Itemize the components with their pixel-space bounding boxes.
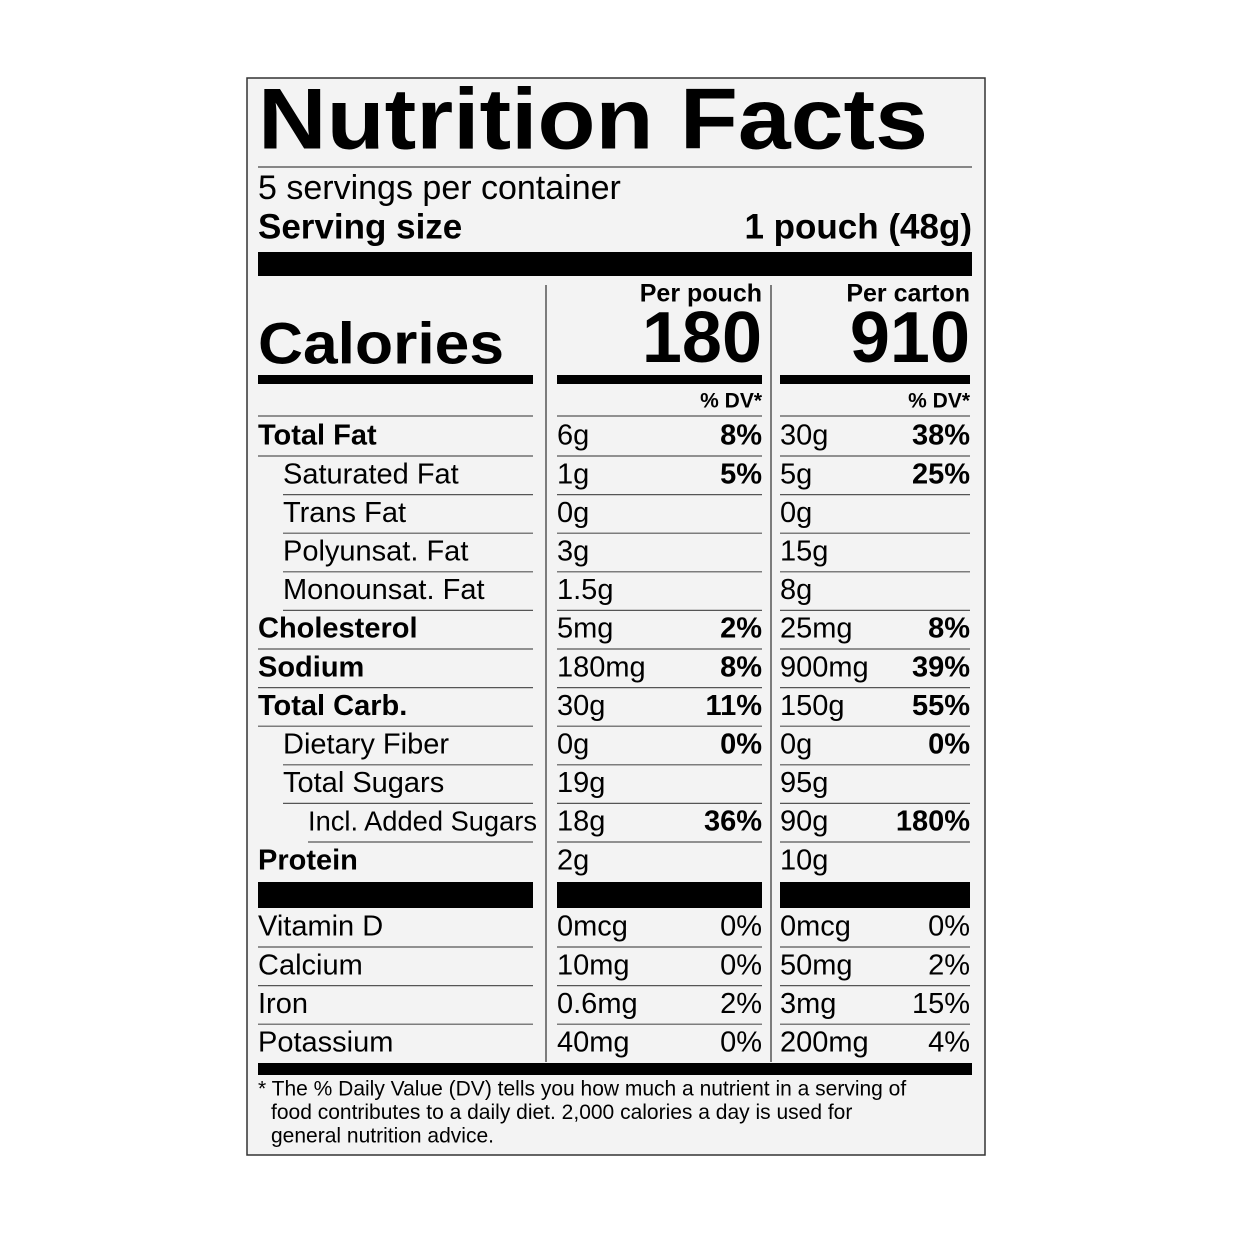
amount: 0mcg bbox=[557, 911, 628, 943]
footnote-line: * The % Daily Value (DV) tells you how m… bbox=[258, 1078, 906, 1101]
amount: 0g bbox=[780, 728, 812, 760]
amount: 180mg bbox=[557, 651, 646, 683]
daily-value: 2% bbox=[928, 949, 970, 981]
daily-value: 180% bbox=[896, 806, 970, 838]
nutrient-name: Saturated Fat bbox=[283, 458, 459, 490]
amount: 0.6mg bbox=[557, 988, 638, 1020]
serving-size-value: 1 pouch (48g) bbox=[744, 207, 972, 246]
nutrient-name: Calcium bbox=[258, 949, 363, 981]
daily-value: 4% bbox=[928, 1026, 970, 1058]
daily-value: 2% bbox=[720, 613, 762, 645]
amount: 5mg bbox=[557, 613, 613, 645]
column-header: Per pouch bbox=[640, 280, 762, 308]
amount: 50mg bbox=[780, 949, 853, 981]
nutrient-name: Dietary Fiber bbox=[283, 728, 449, 760]
daily-value: 15% bbox=[912, 988, 970, 1020]
calories-label: Calories bbox=[258, 311, 504, 376]
amount: 6g bbox=[557, 420, 589, 452]
amount: 0g bbox=[557, 497, 589, 529]
daily-value: 38% bbox=[912, 420, 970, 452]
bar bbox=[780, 375, 970, 384]
serving-size-label: Serving size bbox=[258, 207, 462, 246]
amount: 200mg bbox=[780, 1026, 869, 1058]
bar bbox=[557, 882, 762, 908]
daily-value: 0% bbox=[720, 911, 762, 943]
nutrient-name: Potassium bbox=[258, 1026, 393, 1058]
thick-bar bbox=[258, 1063, 972, 1075]
bar bbox=[258, 375, 533, 384]
nutrient-name: Sodium bbox=[258, 651, 364, 683]
amount: 30g bbox=[780, 420, 828, 452]
daily-value: 0% bbox=[720, 728, 762, 760]
nutrient-name: Polyunsat. Fat bbox=[283, 535, 468, 567]
nutrient-name: Total Carb. bbox=[258, 690, 407, 722]
nutrient-name: Trans Fat bbox=[283, 497, 406, 529]
daily-value: 11% bbox=[706, 690, 763, 722]
amount: 19g bbox=[557, 767, 605, 799]
calories-value: 910 bbox=[850, 298, 970, 378]
dv-header: % DV* bbox=[908, 390, 971, 413]
amount: 3mg bbox=[780, 988, 836, 1020]
nutrient-name: Total Sugars bbox=[283, 767, 444, 799]
thick-bar bbox=[258, 252, 972, 276]
amount: 95g bbox=[780, 767, 828, 799]
title: Nutrition Facts bbox=[258, 72, 928, 168]
daily-value: 0% bbox=[720, 949, 762, 981]
nutrient-name: Vitamin D bbox=[258, 911, 383, 943]
nutrient-name: Total Fat bbox=[258, 420, 377, 452]
daily-value: 8% bbox=[720, 420, 762, 452]
amount: 10mg bbox=[557, 949, 630, 981]
daily-value: 5% bbox=[720, 458, 762, 490]
bar bbox=[557, 375, 762, 384]
nutrient-name: Protein bbox=[258, 844, 358, 876]
daily-value: 39% bbox=[912, 651, 970, 683]
nutrient-name: Cholesterol bbox=[258, 613, 418, 645]
amount: 900mg bbox=[780, 651, 869, 683]
daily-value: 0% bbox=[928, 911, 970, 943]
amount: 10g bbox=[780, 844, 828, 876]
daily-value: 8% bbox=[720, 651, 762, 683]
amount: 0g bbox=[780, 497, 812, 529]
calories-value: 180 bbox=[642, 298, 762, 378]
daily-value: 2% bbox=[720, 988, 762, 1020]
nutrient-name: Iron bbox=[258, 988, 308, 1020]
nutrient-name: Monounsat. Fat bbox=[283, 574, 485, 606]
dv-header: % DV* bbox=[700, 390, 763, 413]
amount: 0g bbox=[557, 728, 589, 760]
amount: 18g bbox=[557, 806, 605, 838]
amount: 40mg bbox=[557, 1026, 630, 1058]
daily-value: 0% bbox=[720, 1026, 762, 1058]
amount: 1g bbox=[557, 458, 589, 490]
nutrient-name: Incl. Added Sugars bbox=[308, 805, 537, 836]
daily-value: 36% bbox=[704, 806, 762, 838]
footnote-line: food contributes to a daily diet. 2,000 … bbox=[271, 1101, 852, 1124]
daily-value: 0% bbox=[928, 728, 970, 760]
daily-value: 55% bbox=[912, 690, 970, 722]
footnote-line: general nutrition advice. bbox=[271, 1125, 494, 1148]
amount: 8g bbox=[780, 574, 812, 606]
amount: 5g bbox=[780, 458, 812, 490]
amount: 90g bbox=[780, 806, 828, 838]
amount: 1.5g bbox=[557, 574, 613, 606]
daily-value: 8% bbox=[928, 613, 970, 645]
bar bbox=[258, 882, 533, 908]
daily-value: 25% bbox=[912, 458, 970, 490]
amount: 30g bbox=[557, 690, 605, 722]
servings: 5 servings per container bbox=[258, 169, 621, 207]
amount: 3g bbox=[557, 535, 589, 567]
amount: 2g bbox=[557, 844, 589, 876]
amount: 0mcg bbox=[780, 911, 851, 943]
amount: 150g bbox=[780, 690, 845, 722]
bar bbox=[780, 882, 970, 908]
column-header: Per carton bbox=[846, 280, 970, 308]
amount: 15g bbox=[780, 535, 828, 567]
amount: 25mg bbox=[780, 613, 853, 645]
